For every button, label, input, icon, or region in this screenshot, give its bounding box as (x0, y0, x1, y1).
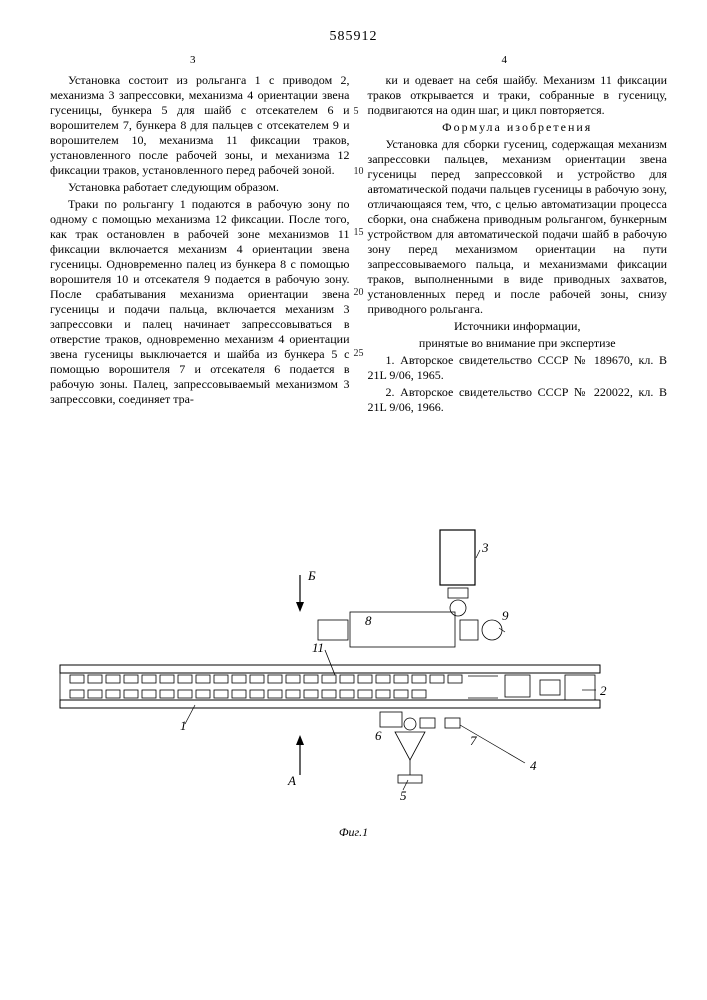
sources-sub: принятые во внимание при экспертизе (368, 336, 668, 351)
text-body: 3 4 5 10 15 20 25 Установка состоит из р… (50, 54, 667, 418)
line-numbers: 5 10 15 20 25 (354, 66, 364, 361)
patent-number: 585912 (0, 0, 707, 46)
fig-label-4: 4 (530, 758, 537, 773)
left-p2: Установка работает следующим образом. (50, 180, 350, 195)
fig-label-7: 7 (470, 733, 477, 748)
figure-caption: Фиг.1 (339, 825, 368, 840)
fig-label-9: 9 (502, 608, 509, 623)
fig-label-6: 6 (375, 728, 382, 743)
fig1-svg: 1 2 3 4 5 6 7 8 9 11 A Б (0, 480, 707, 840)
col-right-number: 4 (502, 54, 508, 68)
right-p2: Установка для сборки гусениц, содержащая… (368, 137, 668, 317)
fig-label-A: A (287, 773, 296, 788)
right-p1: ки и одевает на себя шайбу. Механизм 11 … (368, 73, 668, 118)
fig-label-8: 8 (365, 613, 372, 628)
fig-label-2: 2 (600, 683, 607, 698)
fig-label-B: Б (307, 568, 316, 583)
figure-1: 1 2 3 4 5 6 7 8 9 11 A Б Фиг.1 (0, 480, 707, 900)
right-column: ки и одевает на себя шайбу. Механизм 11 … (368, 73, 668, 417)
left-p1: Установка состоит из рольганга 1 с приво… (50, 73, 350, 178)
ref1: 1. Авторское свидетельство СССР № 189670… (368, 353, 668, 383)
ref2: 2. Авторское свидетельство СССР № 220022… (368, 385, 668, 415)
col-left-number: 3 (190, 54, 196, 68)
left-column: Установка состоит из рольганга 1 с приво… (50, 73, 350, 417)
fig-label-3: 3 (481, 540, 489, 555)
formula-title: Формула изобретения (368, 120, 668, 135)
sources-title: Источники информации, (368, 319, 668, 334)
fig-label-1: 1 (180, 718, 187, 733)
fig-label-5: 5 (400, 788, 407, 803)
fig-label-11: 11 (312, 640, 324, 655)
left-p3: Траки по рольгангу 1 подаются в рабочую … (50, 197, 350, 407)
